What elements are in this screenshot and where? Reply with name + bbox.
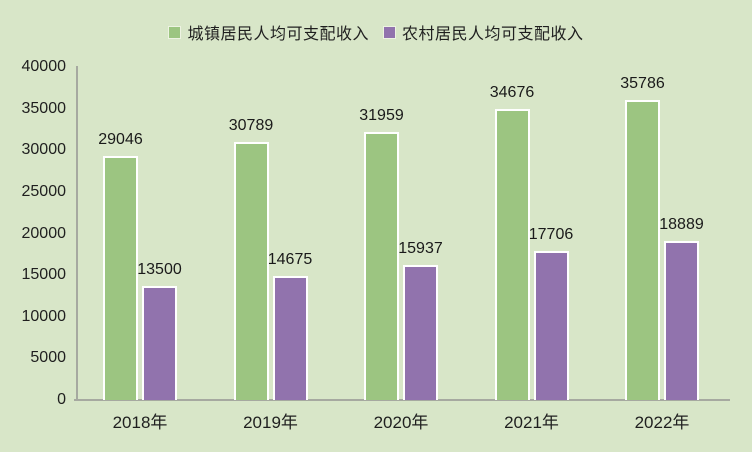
bar-rural-2018年	[142, 286, 177, 400]
y-axis-tick-label: 20000	[21, 224, 67, 242]
bar-rural-2019年	[272, 276, 308, 400]
x-axis-line	[74, 399, 730, 401]
bar-urban-2020年	[364, 132, 399, 400]
bar-value-label: 34676	[489, 84, 535, 101]
x-axis-tick-label: 2019年	[243, 413, 298, 432]
legend-item-urban: 城镇居民人均可支配收入	[168, 20, 369, 44]
bar-value-label: 30789	[228, 117, 274, 134]
x-axis-tick-label: 2021年	[504, 413, 559, 432]
x-axis-tick-label: 2020年	[373, 413, 429, 432]
bar-urban-2022年	[625, 100, 660, 400]
bar-urban-2018年	[103, 156, 138, 400]
bar-urban-2019年	[233, 142, 269, 400]
y-axis-tick-label: 35000	[21, 99, 67, 117]
bar-rural-2020年	[403, 265, 438, 400]
y-axis-tick-label: 25000	[21, 182, 67, 200]
bar-value-label: 29046	[98, 131, 143, 148]
bar-value-label: 31959	[359, 107, 404, 124]
y-axis-line	[76, 66, 78, 400]
bar-value-label: 17706	[528, 226, 574, 243]
y-axis-tick-label: 40000	[21, 58, 67, 75]
legend: 城镇居民人均可支配收入 农村居民人均可支配收入	[0, 20, 752, 44]
y-axis-tick-label: 5000	[30, 349, 66, 367]
legend-label-rural: 农村居民人均可支配收入	[402, 26, 584, 43]
x-axis-tick-label: 2022年	[634, 413, 690, 432]
legend-swatch-rural-icon	[383, 25, 396, 39]
bar-rural-2021年	[533, 251, 569, 400]
bar-value-label: 13500	[137, 261, 182, 278]
bar-rural-2022年	[664, 241, 699, 400]
y-axis-tick-label: 15000	[21, 266, 67, 284]
x-axis-tick-label: 2018年	[112, 413, 168, 432]
bar-value-label: 18889	[659, 216, 704, 233]
bar-value-label: 15937	[398, 240, 443, 257]
bar-value-label: 35786	[620, 75, 665, 92]
legend-item-rural: 农村居民人均可支配收入	[383, 20, 584, 44]
y-axis-tick-label: 0	[57, 391, 66, 408]
bar-value-label: 14675	[267, 251, 313, 268]
bar-urban-2021年	[494, 109, 530, 400]
legend-swatch-urban-icon	[168, 25, 182, 39]
legend-label-urban: 城镇居民人均可支配收入	[187, 26, 369, 43]
y-axis-tick-label: 30000	[21, 141, 67, 159]
y-axis-tick-label: 10000	[21, 307, 67, 325]
